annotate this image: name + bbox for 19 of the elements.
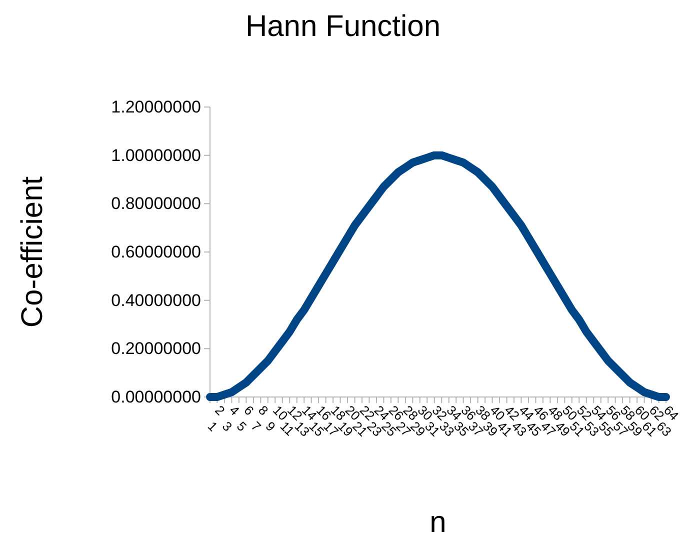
chart-title: Hann Function bbox=[245, 10, 441, 43]
y-tick-label: 1.00000000 bbox=[111, 146, 201, 165]
y-tick-label: 0.20000000 bbox=[111, 339, 201, 358]
x-tick-label: 3 bbox=[219, 418, 236, 434]
x-tick-label: 4 bbox=[226, 402, 242, 418]
y-tick-label: 0.60000000 bbox=[111, 242, 201, 262]
x-tick-label: 8 bbox=[256, 402, 272, 418]
y-tick-label: 0.80000000 bbox=[111, 194, 201, 214]
y-tick-label: 1.20000000 bbox=[111, 97, 201, 116]
x-tick-label: 9 bbox=[262, 418, 279, 434]
x-tick-label: 1 bbox=[204, 418, 221, 434]
y-axis-title: Co-efficient bbox=[16, 176, 49, 328]
x-tick-label: 2 bbox=[212, 402, 228, 418]
x-tick-label: 6 bbox=[241, 402, 257, 418]
x-tick-label: 5 bbox=[234, 418, 250, 434]
x-tick-label: 7 bbox=[248, 418, 264, 434]
x-axis-title: n bbox=[430, 506, 446, 539]
y-tick-label: 0.00000000 bbox=[111, 387, 201, 406]
y-tick-label: 0.40000000 bbox=[111, 290, 201, 310]
